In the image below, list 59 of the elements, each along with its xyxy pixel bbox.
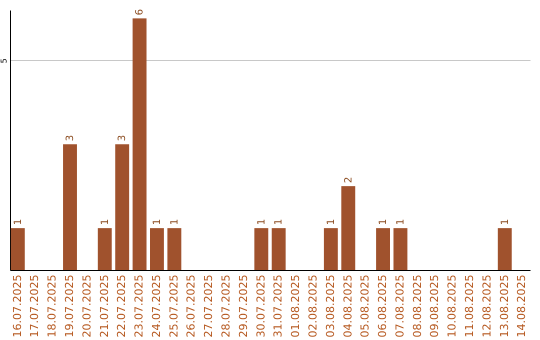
bar — [376, 228, 390, 270]
x-tick-label: 28.07.2025 — [220, 274, 233, 338]
x-tick-label: 09.08.2025 — [428, 274, 442, 338]
x-tick-label: 13.08.2025 — [498, 274, 511, 338]
x-tick-label: 26.07.2025 — [184, 274, 198, 338]
data-label: 1 — [12, 218, 24, 226]
x-tick-label: 10.08.2025 — [446, 274, 459, 338]
data-label: 1 — [395, 218, 406, 226]
x-tick-label: 29.07.2025 — [236, 274, 250, 338]
data-label: 3 — [117, 134, 128, 142]
bar — [167, 228, 182, 270]
y-tick-label: 5 — [0, 58, 8, 64]
x-tick-label: 23.07.2025 — [132, 274, 146, 338]
x-tick-label: 14.08.2025 — [515, 274, 528, 338]
data-label: 3 — [65, 134, 76, 142]
bar — [341, 186, 356, 270]
data-label: 1 — [152, 218, 163, 226]
x-tick-label: 03.08.2025 — [324, 274, 337, 338]
x-tick-label: 24.07.2025 — [150, 274, 163, 338]
data-label: 1 — [256, 218, 268, 226]
x-tick-label: 08.08.2025 — [410, 274, 424, 338]
bar — [98, 228, 112, 270]
x-tick-label: 06.08.2025 — [376, 274, 390, 338]
data-label: 1 — [378, 218, 390, 226]
x-tick-label: 05.08.2025 — [358, 274, 372, 338]
bar — [115, 144, 130, 270]
data-label: 6 — [134, 9, 146, 16]
bar — [132, 18, 147, 270]
x-tick-label: 17.07.2025 — [28, 274, 42, 338]
x-tick-label: 04.08.2025 — [341, 274, 354, 338]
data-label: 2 — [343, 176, 354, 184]
x-tick-label: 16.07.2025 — [10, 274, 24, 338]
x-tick-label: 02.08.2025 — [306, 274, 320, 338]
data-label: 1 — [274, 218, 285, 226]
x-tick-label: 19.07.2025 — [63, 274, 76, 338]
bar — [393, 228, 408, 270]
x-tick-label: 01.08.2025 — [289, 274, 302, 338]
bar — [272, 228, 286, 270]
x-tick-label: 12.08.2025 — [480, 274, 494, 338]
x-tick-label: 11.08.2025 — [463, 274, 476, 338]
bar — [324, 228, 338, 270]
x-tick-label: 31.07.2025 — [272, 274, 285, 338]
data-label: 1 — [500, 218, 511, 226]
bar — [10, 228, 25, 270]
x-tick-label: 18.07.2025 — [46, 274, 59, 338]
data-label: 1 — [326, 218, 337, 226]
x-tick-label: 21.07.2025 — [98, 274, 111, 338]
x-tick-label: 07.08.2025 — [393, 274, 406, 338]
data-label: 1 — [100, 218, 111, 226]
x-tick-label: 30.07.2025 — [254, 274, 268, 338]
data-label: 1 — [169, 218, 180, 226]
x-tick-label: 20.07.2025 — [80, 274, 94, 338]
bar — [150, 228, 164, 270]
x-tick-label: 27.07.2025 — [202, 274, 216, 338]
x-tick-label: 25.07.2025 — [167, 274, 180, 338]
x-tick-label: 22.07.2025 — [115, 274, 128, 338]
bar — [254, 228, 268, 270]
bar — [498, 228, 512, 270]
bar — [63, 144, 77, 270]
